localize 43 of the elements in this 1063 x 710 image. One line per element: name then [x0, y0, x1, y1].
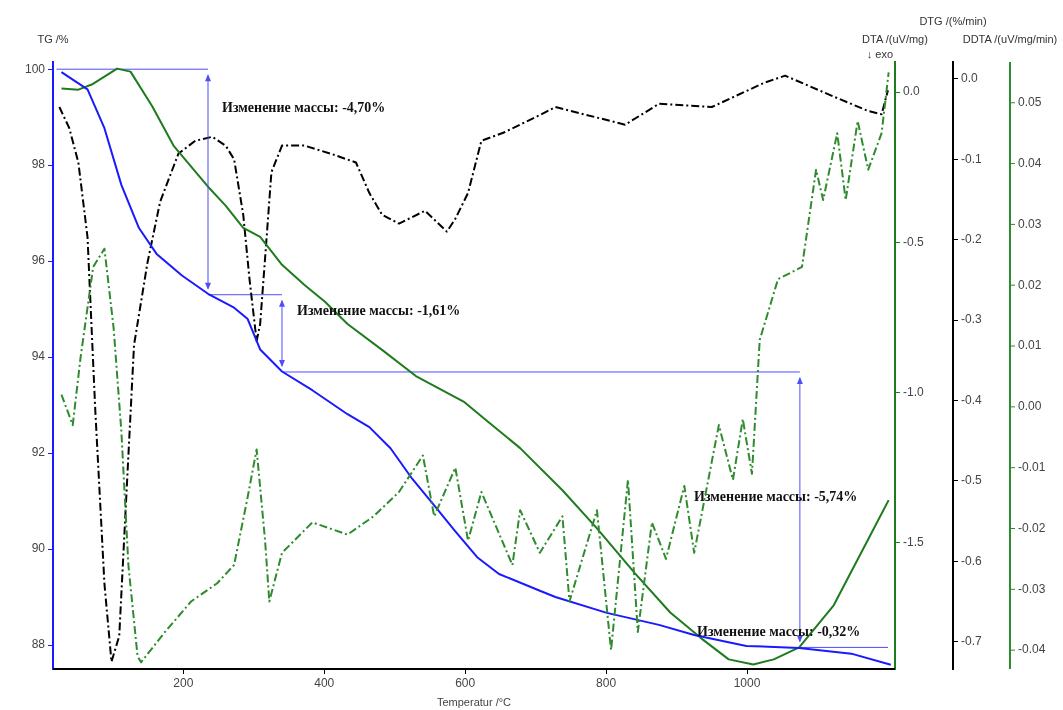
annotation: Изменение массы: -5,74%: [694, 488, 858, 504]
y2-tick-label: 0.0: [903, 84, 921, 99]
y3-tick-label: -0.7: [961, 633, 982, 648]
x-tick-label: 1000: [733, 675, 761, 690]
y3-tick-label: 0.0: [961, 71, 979, 86]
y-tick-label: 92: [31, 445, 46, 460]
y2-tick-label: -0.5: [903, 234, 924, 249]
y-axis-title: TG /%: [37, 33, 69, 46]
y-tick-label: 0.05: [1018, 95, 1042, 110]
y-axis-title: DDTA /(uV/mg/min): [962, 33, 1058, 46]
y3-tick-label: -0.1: [961, 151, 982, 166]
y-tick-label: -0.01: [1018, 459, 1046, 474]
y3-tick-label: -0.5: [961, 473, 982, 488]
y-tick-label: 0.03: [1018, 216, 1042, 231]
y-tick-label: 90: [31, 541, 46, 556]
y-tick-label: -0.02: [1018, 520, 1046, 535]
x-tick-label: 400: [314, 675, 335, 690]
y-tick-label: 100: [24, 61, 46, 76]
y2-tick-label: -1.0: [903, 384, 924, 399]
y2-axis-title: DTA /(uV/mg): [862, 33, 928, 46]
y-tick-label: 0.04: [1018, 155, 1042, 170]
y3-tick-label: -0.6: [961, 553, 982, 568]
x-tick-label: 600: [455, 675, 476, 690]
y3-tick-label: -0.4: [961, 392, 982, 407]
y2-tick-label: -1.5: [903, 535, 924, 550]
y-tick-label: 0.01: [1018, 338, 1042, 353]
y-tick-label: 96: [31, 253, 46, 268]
x-tick-label: 800: [596, 675, 617, 690]
annotation: Изменение массы: -0,32%: [697, 623, 861, 639]
y-tick-label: 88: [31, 637, 46, 652]
x-axis-title: Temperatur /°C: [436, 696, 512, 709]
y-tick-label: 94: [31, 349, 46, 364]
y-tick-label: 0.02: [1018, 277, 1042, 292]
y-tick-label: -0.03: [1018, 581, 1046, 596]
y3-axis-title: DTG /(%/min): [919, 15, 987, 28]
text: ↓ exo: [866, 48, 893, 61]
x-tick-label: 200: [173, 675, 194, 690]
y-tick-label: 0.00: [1018, 399, 1042, 414]
annotation: Изменение массы: -4,70%: [222, 99, 386, 115]
y3-tick-label: -0.2: [961, 231, 982, 246]
y-tick-label: 98: [31, 157, 46, 172]
y3-tick-label: -0.3: [961, 312, 982, 327]
y-tick-label: -0.04: [1018, 642, 1046, 657]
